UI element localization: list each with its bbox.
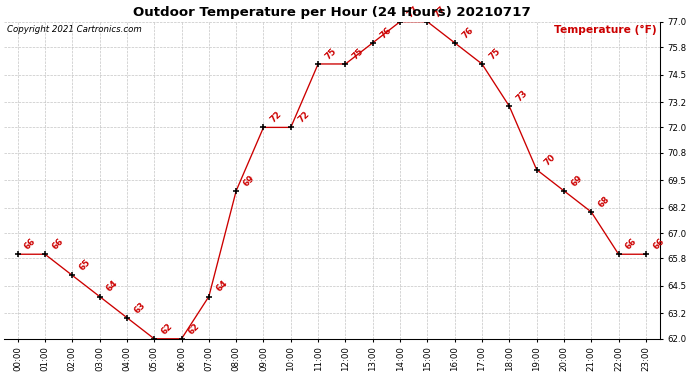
Text: 66: 66 xyxy=(651,237,666,252)
Text: 75: 75 xyxy=(487,46,502,61)
Text: 62: 62 xyxy=(187,321,201,336)
Text: 63: 63 xyxy=(132,300,147,315)
Title: Outdoor Temperature per Hour (24 Hours) 20210717: Outdoor Temperature per Hour (24 Hours) … xyxy=(133,6,531,20)
Text: 62: 62 xyxy=(159,321,175,336)
Text: 64: 64 xyxy=(105,279,120,294)
Text: 66: 66 xyxy=(50,237,65,252)
Text: Copyright 2021 Cartronics.com: Copyright 2021 Cartronics.com xyxy=(8,25,142,34)
Text: 77: 77 xyxy=(433,4,448,19)
Text: 70: 70 xyxy=(542,152,557,167)
Text: Temperature (°F): Temperature (°F) xyxy=(553,25,656,35)
Text: 64: 64 xyxy=(214,279,229,294)
Text: 68: 68 xyxy=(597,194,611,209)
Text: 65: 65 xyxy=(77,258,92,273)
Text: 77: 77 xyxy=(406,4,420,19)
Text: 72: 72 xyxy=(269,110,284,125)
Text: 66: 66 xyxy=(624,237,639,252)
Text: 73: 73 xyxy=(515,88,530,104)
Text: 75: 75 xyxy=(324,46,338,61)
Text: 69: 69 xyxy=(241,173,257,188)
Text: 75: 75 xyxy=(351,46,366,61)
Text: 66: 66 xyxy=(23,237,38,252)
Text: 72: 72 xyxy=(296,110,311,125)
Text: 76: 76 xyxy=(460,25,475,40)
Text: 69: 69 xyxy=(569,173,584,188)
Text: 76: 76 xyxy=(378,25,393,40)
